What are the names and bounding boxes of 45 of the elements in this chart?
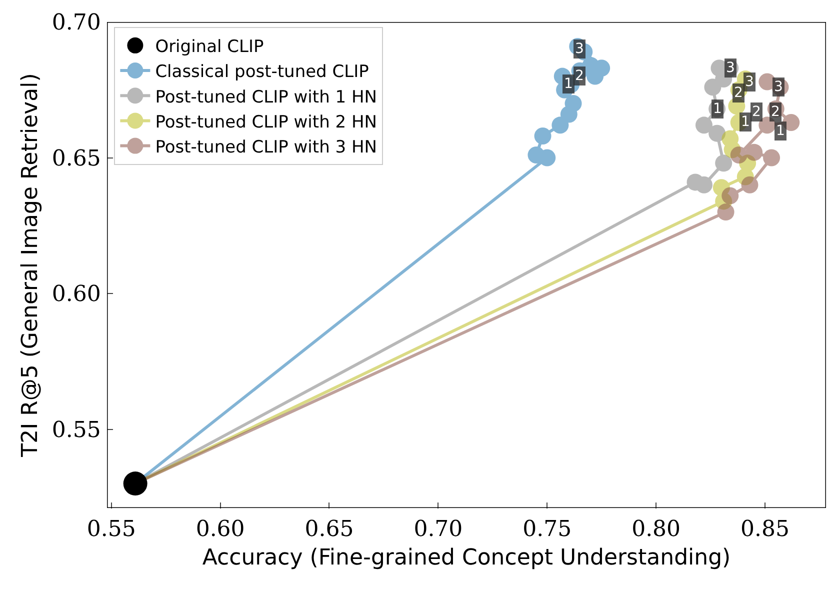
- legend-label: Classical post-tuned CLIP: [155, 62, 369, 82]
- point: [730, 146, 748, 164]
- x-tick-label: 0.80: [632, 517, 681, 542]
- point: [717, 204, 734, 221]
- point: [123, 472, 148, 496]
- x-tick-label: 0.60: [196, 517, 245, 542]
- annotation: 3: [726, 60, 735, 76]
- annotation: 1: [741, 114, 750, 130]
- point: [552, 116, 569, 134]
- annotation: 2: [734, 85, 743, 101]
- legend-label: Post-tuned CLIP with 1 HN: [155, 87, 377, 108]
- x-tick-label: 0.75: [522, 517, 572, 542]
- annotation: 2: [771, 104, 780, 120]
- point: [722, 130, 739, 148]
- point: [715, 154, 732, 172]
- point: [564, 94, 582, 112]
- y-tick-label: 0.60: [52, 282, 101, 308]
- annotation: 3: [575, 41, 584, 57]
- y-axis-title: T2I R@5 (General Image Retrieval): [18, 73, 44, 458]
- annotation: 3: [745, 74, 754, 90]
- x-tick-label: 0.65: [304, 517, 354, 542]
- x-tick-label: 0.70: [414, 517, 463, 542]
- point: [534, 128, 552, 145]
- point: [741, 176, 758, 194]
- annotation: 3: [774, 79, 783, 95]
- y-tick-label: 0.70: [52, 10, 101, 36]
- point: [763, 149, 780, 166]
- y-tick-label: 0.55: [52, 418, 101, 443]
- point: [696, 176, 712, 194]
- annotation: 1: [776, 123, 785, 139]
- legend-label: Original CLIP: [155, 37, 264, 58]
- annotation: 2: [575, 68, 584, 84]
- point: [722, 187, 739, 204]
- legend-label: Post-tuned CLIP with 2 HN: [155, 112, 377, 132]
- annotation: 2: [752, 104, 761, 120]
- x-axis-title: Accuracy (Fine-grained Concept Understanding): [202, 546, 731, 571]
- y-tick-label: 0.65: [52, 146, 101, 172]
- annotation: 1: [564, 76, 573, 92]
- annotation: 1: [713, 101, 722, 117]
- point: [528, 146, 545, 164]
- x-tick-label: 0.85: [740, 517, 790, 542]
- x-tick-label: 0.55: [86, 517, 136, 542]
- point: [746, 144, 763, 161]
- point: [696, 116, 712, 134]
- legend-label: Post-tuned CLIP with 3 HN: [155, 137, 377, 158]
